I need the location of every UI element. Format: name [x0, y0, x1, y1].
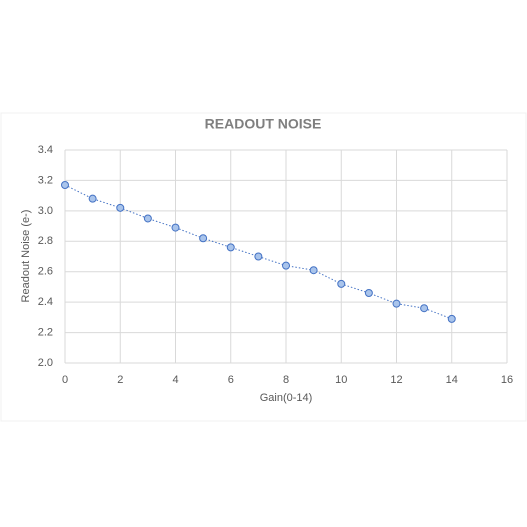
data-point	[254, 252, 263, 261]
x-tick-label: 16	[501, 374, 513, 386]
y-tick-label: 2.0	[38, 357, 53, 369]
x-axis-label: Gain(0-14)	[260, 392, 313, 404]
data-point	[420, 304, 429, 313]
x-tick-label: 2	[117, 374, 123, 386]
y-tick-label: 2.2	[38, 326, 53, 338]
y-tick-label: 2.4	[38, 296, 53, 308]
y-tick-label: 2.8	[38, 235, 53, 247]
x-tick-label: 6	[228, 374, 234, 386]
data-point	[337, 279, 346, 288]
x-tick-label: 0	[62, 374, 68, 386]
data-point	[61, 180, 69, 189]
series-line	[64, 184, 452, 320]
chart-area	[0, 112, 527, 422]
data-point	[282, 261, 290, 270]
x-tick-label: 12	[390, 374, 402, 386]
data-point	[392, 299, 401, 308]
data-point	[364, 289, 373, 298]
y-tick-label: 3.2	[38, 174, 53, 186]
y-tick-label: 3.4	[38, 144, 53, 156]
x-tick-label: 10	[335, 374, 347, 386]
data-point	[309, 266, 318, 275]
y-tick-label: 3.0	[38, 205, 53, 217]
data-point	[199, 234, 208, 243]
data-point	[116, 203, 125, 212]
x-tick-label: 14	[446, 374, 458, 386]
y-axis-label: Readout Noise (e-)	[20, 210, 32, 303]
data-point	[143, 214, 152, 223]
data-point	[88, 194, 97, 203]
data-point	[226, 243, 235, 252]
y-tick-label: 2.6	[38, 266, 53, 278]
data-point	[171, 223, 180, 232]
chart-title: READOUT NOISE	[205, 116, 322, 132]
data-point	[447, 314, 456, 323]
x-tick-label: 4	[172, 374, 178, 386]
x-tick-label: 8	[283, 374, 289, 386]
